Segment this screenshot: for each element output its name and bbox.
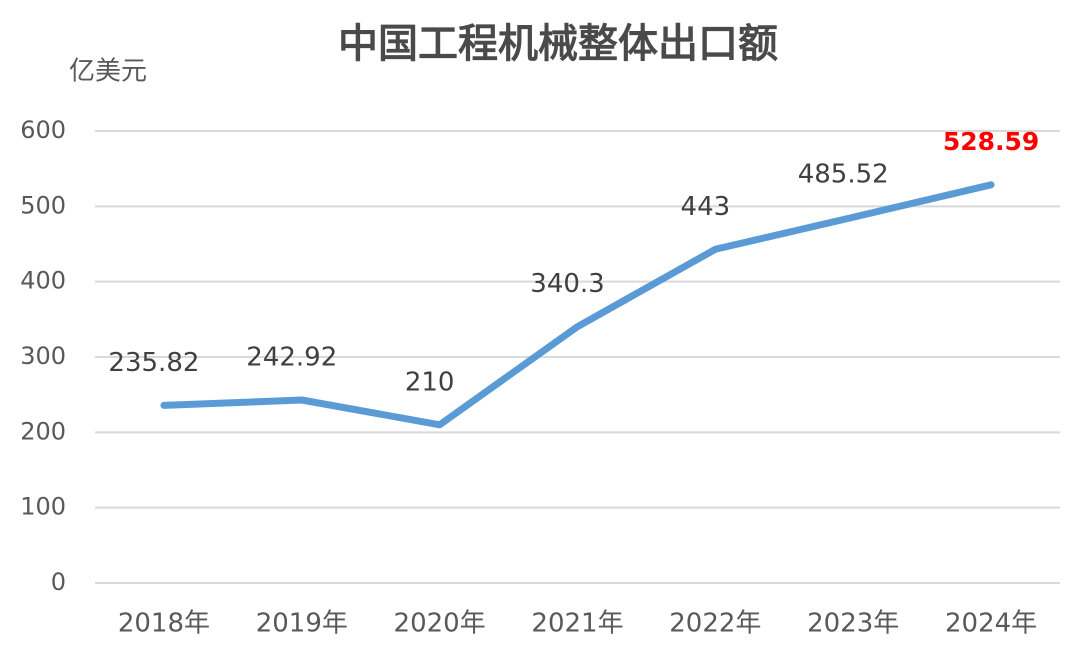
data-label: 528.59 bbox=[943, 127, 1039, 156]
x-tick-label: 2021年 bbox=[531, 609, 623, 639]
data-label: 443 bbox=[681, 192, 731, 222]
y-tick-label: 400 bbox=[20, 267, 66, 295]
data-line bbox=[160, 181, 995, 429]
x-tick-label: 2018年 bbox=[118, 609, 210, 639]
y-tick-label: 0 bbox=[51, 568, 66, 596]
x-tick-label: 2023年 bbox=[807, 609, 899, 639]
data-label: 235.82 bbox=[108, 348, 199, 378]
x-tick-label: 2019年 bbox=[256, 609, 348, 639]
y-axis-label: 亿美元 bbox=[69, 57, 147, 87]
y-tick-label: 500 bbox=[20, 191, 66, 219]
x-tick-label: 2022年 bbox=[669, 609, 761, 639]
y-tick-label: 200 bbox=[20, 417, 66, 445]
data-label: 242.92 bbox=[246, 343, 337, 373]
x-tick-label: 2024年 bbox=[945, 609, 1037, 639]
data-label: 340.3 bbox=[530, 269, 604, 299]
chart-title: 中国工程机械整体出口额 bbox=[338, 21, 778, 67]
y-tick-label: 100 bbox=[20, 493, 66, 521]
x-tick-label: 2020年 bbox=[394, 609, 486, 639]
data-label: 485.52 bbox=[798, 160, 889, 190]
y-tick-label: 600 bbox=[20, 116, 66, 144]
data-label: 210 bbox=[405, 367, 455, 397]
y-tick-label: 300 bbox=[20, 342, 66, 370]
